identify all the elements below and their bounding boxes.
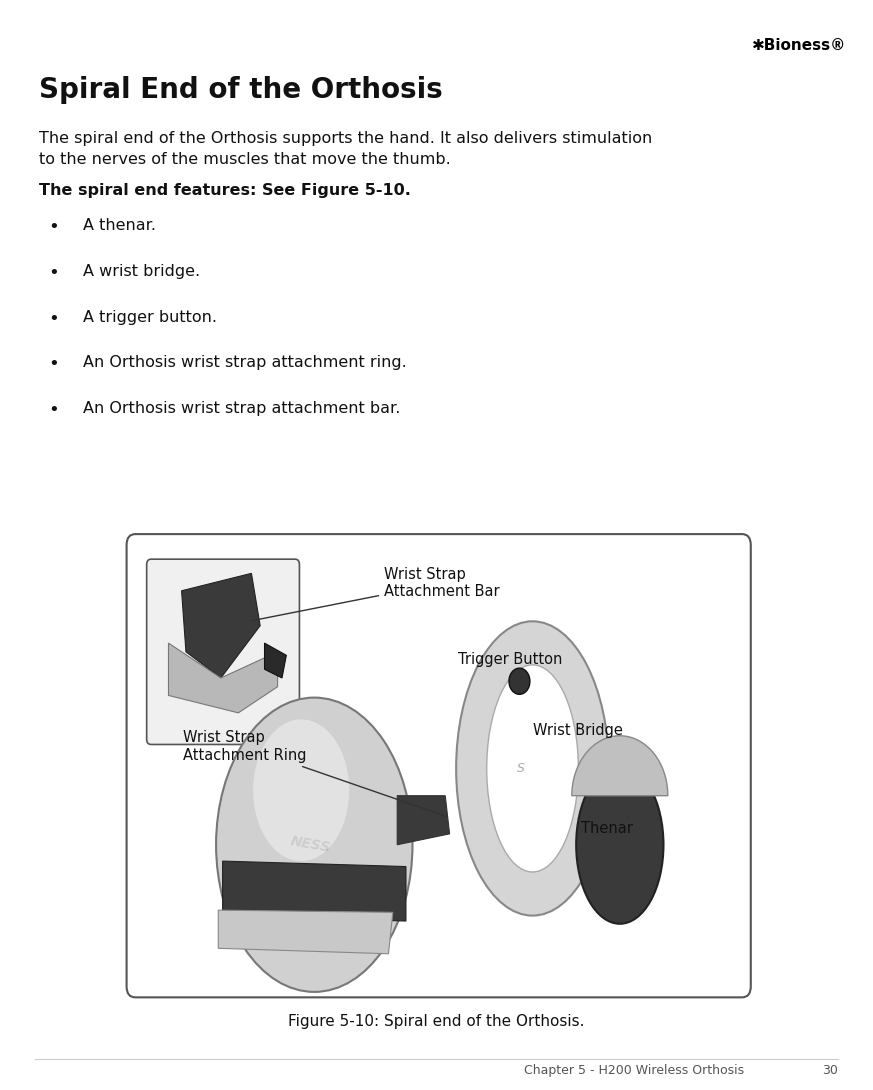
Text: A wrist bridge.: A wrist bridge. [83,264,200,279]
Ellipse shape [217,698,412,992]
Text: NESS: NESS [289,834,331,856]
Text: •: • [48,264,58,282]
Circle shape [509,668,530,694]
Text: Thenar: Thenar [581,818,632,836]
Ellipse shape [253,719,349,861]
Polygon shape [223,861,406,921]
Ellipse shape [576,766,663,924]
Polygon shape [182,573,260,678]
Text: •: • [48,218,58,237]
Text: The spiral end features: See Figure 5-10.: The spiral end features: See Figure 5-10… [39,183,411,198]
FancyBboxPatch shape [147,559,299,744]
Polygon shape [218,910,393,954]
Text: •: • [48,355,58,374]
Text: An Orthosis wrist strap attachment bar.: An Orthosis wrist strap attachment bar. [83,401,401,416]
Text: A trigger button.: A trigger button. [83,310,217,325]
Text: S: S [517,762,526,775]
Text: Chapter 5 - H200 Wireless Orthosis: Chapter 5 - H200 Wireless Orthosis [524,1064,744,1077]
Text: •: • [48,310,58,328]
Text: Figure 5-10: Spiral end of the Orthosis.: Figure 5-10: Spiral end of the Orthosis. [288,1014,585,1029]
Text: Wrist Strap
Attachment Bar: Wrist Strap Attachment Bar [251,567,499,621]
Text: Trigger Button: Trigger Button [458,652,563,679]
Wedge shape [572,736,668,796]
Text: Wrist Bridge: Wrist Bridge [533,723,622,738]
Polygon shape [265,643,286,678]
Text: ✱Bioness®: ✱Bioness® [753,38,847,53]
Text: •: • [48,401,58,420]
Text: A thenar.: A thenar. [83,218,156,233]
Text: The spiral end of the Orthosis supports the hand. It also delivers stimulation
t: The spiral end of the Orthosis supports … [39,131,652,167]
Text: 30: 30 [822,1064,838,1077]
Text: Wrist Strap
Attachment Ring: Wrist Strap Attachment Ring [183,730,447,816]
Ellipse shape [487,665,578,872]
Polygon shape [397,796,450,845]
Ellipse shape [456,621,609,916]
Text: An Orthosis wrist strap attachment ring.: An Orthosis wrist strap attachment ring. [83,355,407,371]
Polygon shape [168,643,278,713]
Text: Spiral End of the Orthosis: Spiral End of the Orthosis [39,76,443,105]
FancyBboxPatch shape [127,534,751,997]
